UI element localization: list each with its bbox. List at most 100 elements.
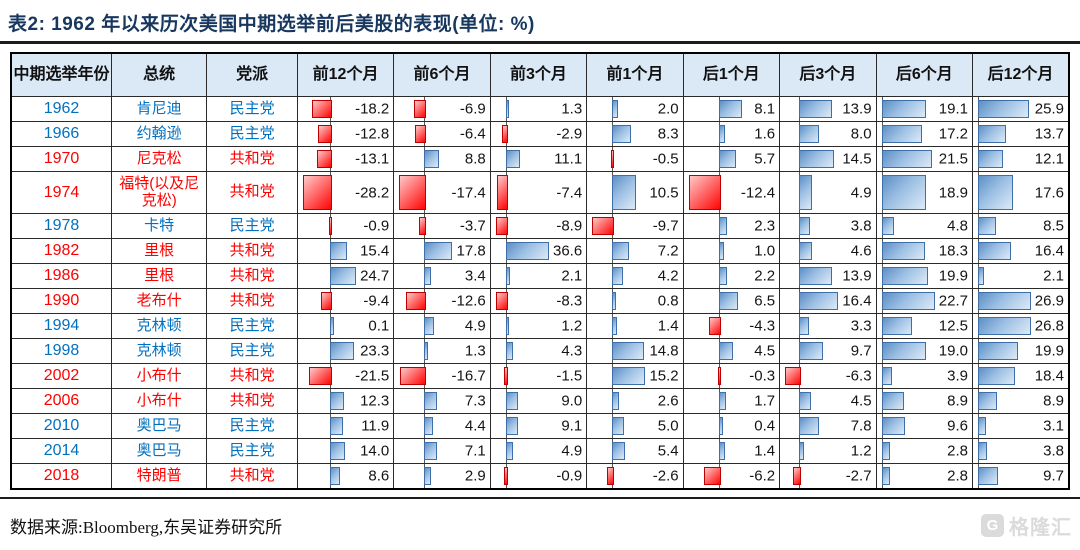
value-cell: 8.6 xyxy=(296,463,395,489)
data-bar xyxy=(414,100,427,118)
midterm-elections-table: 中期选举年份 总统 党派 前12个月 前6个月 前3个月 前1个月 后1个月 后3个月 后6个月后… xyxy=(10,52,1070,490)
value-cell: 11.9 xyxy=(296,413,395,439)
value-label: 16.4 xyxy=(842,292,872,310)
value-cell: 17.2 xyxy=(875,121,974,147)
value-label: 9.7 xyxy=(850,342,872,360)
data-bar xyxy=(424,150,440,168)
value-cell: 8.3 xyxy=(586,121,684,147)
value-label: 8.9 xyxy=(947,392,968,410)
gelonghui-watermark: G 格隆汇 xyxy=(981,511,1072,540)
year-cell: 1994 xyxy=(10,313,112,339)
value-label: 26.8 xyxy=(1034,317,1064,335)
president-cell: 奥巴马 xyxy=(110,438,208,464)
value-label: 4.2 xyxy=(657,267,679,285)
value-label: -8.9 xyxy=(556,217,583,235)
value-cell: 13.9 xyxy=(779,96,877,122)
value-label: -2.7 xyxy=(845,467,872,485)
value-label: 1.3 xyxy=(464,342,486,360)
value-cell: 2.9 xyxy=(393,463,491,489)
value-cell: 4.4 xyxy=(393,413,491,439)
value-label: 9.7 xyxy=(1043,467,1064,485)
party-cell: 民主党 xyxy=(206,438,298,464)
value-label: -8.3 xyxy=(556,292,583,310)
value-label: -6.2 xyxy=(749,467,776,485)
value-cell: -2.6 xyxy=(586,463,684,489)
value-label: 8.0 xyxy=(850,125,872,143)
value-label: -6.9 xyxy=(459,100,486,118)
data-bar xyxy=(688,175,722,210)
value-label: 1.7 xyxy=(754,392,776,410)
table-row: 2014 奥巴马 民主党 14.0 7.1 4.9 5.4 1.4 1.2 2.8 3.8 xyxy=(10,438,1070,464)
data-bar xyxy=(719,242,724,260)
value-cell: 18.3 xyxy=(875,238,974,264)
data-bar xyxy=(330,467,341,485)
value-cell: -1.5 xyxy=(489,363,588,389)
value-cell: 12.5 xyxy=(875,313,974,339)
value-label: -12.8 xyxy=(355,125,390,143)
value-cell: 13.9 xyxy=(779,263,877,289)
header-row: 中期选举年份 总统 党派 前12个月 前6个月 前3个月 前1个月 后1个月 后3个月 后6个月后… xyxy=(10,52,1070,97)
table-row: 2006 小布什 共和党 12.3 7.3 9.0 2.6 1.7 4.5 8.9 8.9 xyxy=(10,388,1070,414)
value-label: 13.7 xyxy=(1034,125,1064,143)
data-bar xyxy=(309,367,332,385)
value-cell: 4.2 xyxy=(586,263,684,289)
value-cell: -13.1 xyxy=(296,146,395,172)
president-cell: 老布什 xyxy=(110,288,208,314)
data-bar xyxy=(881,242,925,260)
value-cell: 4.9 xyxy=(779,171,877,214)
year-cell: 2006 xyxy=(10,388,112,414)
data-bar xyxy=(424,467,431,485)
value-cell: 0.8 xyxy=(586,288,684,314)
party-cell: 共和党 xyxy=(206,146,298,172)
value-label: 14.5 xyxy=(842,150,872,168)
value-label: 19.9 xyxy=(1034,342,1064,360)
value-label: 2.8 xyxy=(947,467,968,485)
data-bar xyxy=(612,442,626,460)
president-cell: 里根 xyxy=(110,238,208,264)
column-header: 前3个月 xyxy=(489,52,588,97)
value-cell: 4.8 xyxy=(875,213,974,239)
value-label: -17.4 xyxy=(451,184,486,201)
value-label: -4.3 xyxy=(749,317,776,335)
value-label: 7.3 xyxy=(464,392,486,410)
data-bar xyxy=(719,100,742,118)
president-cell: 福特(以及尼克松) xyxy=(110,171,208,214)
value-label: 18.9 xyxy=(938,184,968,201)
data-bar xyxy=(505,242,549,260)
value-cell: 11.1 xyxy=(489,146,588,172)
value-label: 1.0 xyxy=(754,242,776,260)
data-bar xyxy=(799,442,804,460)
value-label: 17.6 xyxy=(1034,184,1064,201)
value-label: 14.8 xyxy=(649,342,679,360)
value-cell: 25.9 xyxy=(972,96,1070,122)
value-label: 4.8 xyxy=(947,217,968,235)
data-bar xyxy=(881,342,927,360)
data-bar xyxy=(978,175,1014,210)
column-header: 后12个月 xyxy=(972,52,1070,97)
value-label: 8.9 xyxy=(1043,392,1064,410)
data-bar xyxy=(495,217,508,235)
value-cell: 8.0 xyxy=(779,121,877,147)
data-bar xyxy=(610,150,615,168)
value-label: 4.3 xyxy=(561,342,583,360)
value-cell: 13.7 xyxy=(972,121,1070,147)
data-bar xyxy=(424,342,429,360)
value-cell: 16.4 xyxy=(779,288,877,314)
value-label: 4.5 xyxy=(754,342,776,360)
value-label: 2.2 xyxy=(754,267,776,285)
column-header: 前12个月 xyxy=(296,52,395,97)
value-label: 12.3 xyxy=(360,392,390,410)
value-label: 17.2 xyxy=(938,125,968,143)
data-bar xyxy=(799,125,820,143)
data-bar xyxy=(881,292,935,310)
value-label: 7.2 xyxy=(657,242,679,260)
value-label: 13.9 xyxy=(842,100,872,118)
table-row: 1994 克林顿 民主党 0.1 4.9 1.2 1.4 -4.3 3.3 12.5 26.8 xyxy=(10,313,1070,339)
data-bar xyxy=(719,125,726,143)
value-label: -12.4 xyxy=(740,184,776,201)
value-label: -9.4 xyxy=(363,292,390,310)
data-bar xyxy=(330,267,356,285)
data-bar xyxy=(799,100,833,118)
party-cell: 共和党 xyxy=(206,388,298,414)
data-bar xyxy=(881,100,927,118)
